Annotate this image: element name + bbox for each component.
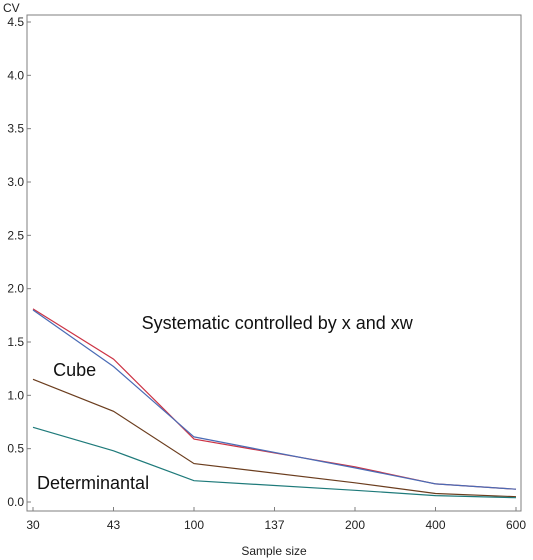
y-axis-title: CV [3,1,20,15]
x-axis: 30 43 100 137 200 400 600 [26,507,526,532]
series-layer [32,308,517,499]
y-axis: 0.0 0.5 1.0 1.5 2.0 2.5 3.0 3.5 4.0 4.5 [7,15,31,509]
y-tick-label: 4.5 [7,15,24,29]
y-tick-label: 2.0 [7,282,24,296]
y-tick-label: 0.5 [7,442,24,456]
x-tick-label: 400 [425,518,445,532]
annotation-layer: Systematic controlled by x and xw Cube Det… [37,313,414,493]
x-axis-title: Sample size [241,544,307,558]
series-line-1 [32,308,517,490]
y-tick-label: 3.0 [7,175,24,189]
x-tick-label: 600 [506,518,526,532]
series-annotation: Systematic controlled by x and xw [142,313,414,333]
y-tick-label: 2.5 [7,228,24,242]
y-tick-label: 1.5 [7,335,24,349]
y-tick-label: 4.0 [7,68,24,82]
x-tick-label: 30 [26,518,40,532]
series-line-3 [32,378,517,498]
x-tick-label: 200 [345,518,365,532]
x-tick-label: 100 [184,518,204,532]
series-annotation: Determinantal [37,473,149,493]
y-tick-label: 3.5 [7,122,24,136]
x-tick-label: 137 [264,518,284,532]
y-tick-label: 0.0 [7,495,24,509]
series-line-4 [32,426,517,499]
plot-frame [26,14,522,512]
x-tick-label: 43 [107,518,121,532]
series-annotation: Cube [53,360,96,380]
y-tick-label: 1.0 [7,388,24,402]
series-line-2 [32,309,517,490]
